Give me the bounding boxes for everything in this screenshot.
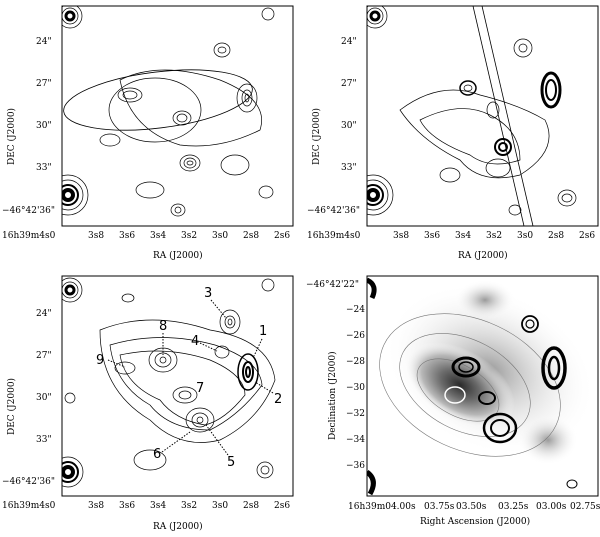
- xtick-label: 3s4: [455, 231, 471, 241]
- ytick-label: 30": [36, 393, 52, 403]
- beam-ellipse: [63, 69, 253, 131]
- x-axis-label: RA (J2000): [153, 250, 203, 261]
- xtick-label: 2s8: [243, 501, 259, 511]
- xtick-label: 2s6: [274, 231, 290, 241]
- xtick-label: 3s6: [119, 231, 135, 241]
- panel-top-right: 24" 27" 30" 33" −46°42'36" 16h39m4s0 3s8…: [307, 5, 599, 261]
- ytick-label: 30": [36, 121, 52, 131]
- ytick-label: −46°42'22": [306, 280, 359, 290]
- y-ticks: 24" 27" 30" 33" −46°42'36": [307, 37, 360, 216]
- ytick-label: 27": [36, 351, 52, 361]
- source-label-9: 9: [96, 353, 104, 368]
- leader-line: [254, 381, 274, 394]
- xtick-label: 16h39m4s0: [2, 231, 56, 241]
- xtick-label: 16h39m4s0: [2, 501, 56, 511]
- leader-line: [210, 299, 227, 319]
- y-axis-label: DEC (J2000): [311, 108, 322, 165]
- xtick-label: 2s6: [579, 231, 595, 241]
- xtick-label: 2s6: [274, 501, 290, 511]
- y-ticks: −46°42'22" −24 −26 −28 −30 −32 −34 −36: [306, 280, 365, 471]
- xtick-label: 2s8: [548, 231, 564, 241]
- ytick-label: −30: [346, 383, 365, 393]
- grayscale-image: [367, 277, 596, 496]
- grey-contours: [379, 313, 561, 457]
- xtick-label: 03.50s: [456, 502, 487, 512]
- y-axis-label: DEC (J2000): [6, 108, 17, 165]
- xtick-label: 3s4: [150, 231, 166, 241]
- plot-frame: [61, 275, 294, 497]
- ytick-label: 24": [36, 37, 52, 47]
- x-ticks: 16h39m04.00s 03.75s 03.50s 03.25s 03.00s…: [348, 502, 600, 512]
- contour-map: [62, 277, 276, 488]
- ytick-label: −46°42'36": [2, 206, 55, 216]
- xtick-label: 3s6: [424, 231, 440, 241]
- source-label-1: 1: [259, 324, 267, 339]
- y-axis-label: Declination (J2000): [327, 351, 338, 440]
- panel-bottom-left: 1 2 3 4 5 6 7 8 9 24" 27" 30" 33" −46°42…: [2, 275, 294, 532]
- ytick-label: −28: [346, 357, 365, 367]
- panel-top-left: 24" 27" 30" 33" −46°42'36" 16h39m4s0 3s8…: [2, 5, 294, 261]
- leader-line: [205, 424, 229, 456]
- xtick-label: 3s6: [119, 501, 135, 511]
- contour-map: [62, 6, 275, 217]
- ytick-label: −34: [346, 435, 365, 445]
- ytick-label: 33": [36, 163, 52, 173]
- xtick-label: 3s2: [486, 231, 502, 241]
- contour-map: [367, 6, 577, 226]
- leader-line: [199, 342, 218, 352]
- source-label-7: 7: [196, 381, 204, 396]
- xtick-label: 3s8: [88, 501, 104, 511]
- leader-line: [107, 359, 126, 368]
- panel-bottom-right: −46°42'22" −24 −26 −28 −30 −32 −34 −36 1…: [306, 275, 600, 527]
- ytick-label: 33": [341, 163, 357, 173]
- x-axis-label: RA (J2000): [458, 250, 508, 261]
- black-contours: [367, 277, 578, 496]
- xtick-label: 3s8: [88, 231, 104, 241]
- ytick-label: 27": [341, 79, 357, 89]
- ytick-label: 33": [36, 435, 52, 445]
- source-label-6: 6: [153, 447, 161, 462]
- x-ticks: 16h39m4s0 3s8 3s6 3s4 3s2 3s0 2s8 2s6: [307, 231, 595, 241]
- ytick-label: −26: [346, 331, 365, 341]
- source-label-8: 8: [159, 319, 167, 334]
- ytick-label: 30": [341, 121, 357, 131]
- xtick-label: 3s4: [150, 501, 166, 511]
- source-labels: 1 2 3 4 5 6 7 8 9: [96, 286, 282, 470]
- source-label-4: 4: [191, 334, 199, 349]
- plot-frame: [366, 5, 599, 227]
- x-axis-label: RA (J2000): [153, 521, 203, 532]
- xtick-label: 02.75s: [570, 502, 600, 512]
- xtick-label: 3s8: [393, 231, 409, 241]
- y-ticks: 24" 27" 30" 33" −46°42'36": [2, 37, 55, 216]
- xtick-label: 3s0: [517, 231, 533, 241]
- xtick-label: 3s2: [181, 501, 197, 511]
- xtick-label: 03.75s: [424, 502, 455, 512]
- y-axis-label: DEC (J2000): [6, 378, 17, 435]
- y-ticks: 24" 27" 30" 33" −46°42'36": [2, 309, 55, 487]
- xtick-label: 03.25s: [498, 502, 529, 512]
- source-label-5: 5: [227, 455, 235, 470]
- xtick-label: 16h39m4s0: [307, 231, 361, 241]
- ytick-label: −46°42'36": [2, 477, 55, 487]
- ytick-label: 27": [36, 79, 52, 89]
- ytick-label: −24: [346, 305, 365, 315]
- xtick-label: 2s8: [243, 231, 259, 241]
- ytick-label: −36: [346, 461, 365, 471]
- xtick-label: 3s0: [212, 501, 228, 511]
- leader-line: [253, 338, 263, 357]
- ytick-label: −46°42'36": [307, 206, 360, 216]
- x-ticks: 16h39m4s0 3s8 3s6 3s4 3s2 3s0 2s8 2s6: [2, 501, 290, 511]
- ytick-label: 24": [341, 37, 357, 47]
- xtick-label: 3s0: [212, 231, 228, 241]
- xtick-label: 3s2: [181, 231, 197, 241]
- x-ticks: 16h39m4s0 3s8 3s6 3s4 3s2 3s0 2s8 2s6: [2, 231, 290, 241]
- xtick-label: 16h39m04.00s: [348, 502, 416, 512]
- xtick-label: 03.00s: [536, 502, 567, 512]
- ytick-label: 24": [36, 309, 52, 319]
- source-label-2: 2: [274, 392, 282, 407]
- source-label-3: 3: [204, 286, 212, 301]
- ytick-label: −32: [346, 409, 365, 419]
- x-axis-label: Right Ascension (J2000): [420, 516, 530, 527]
